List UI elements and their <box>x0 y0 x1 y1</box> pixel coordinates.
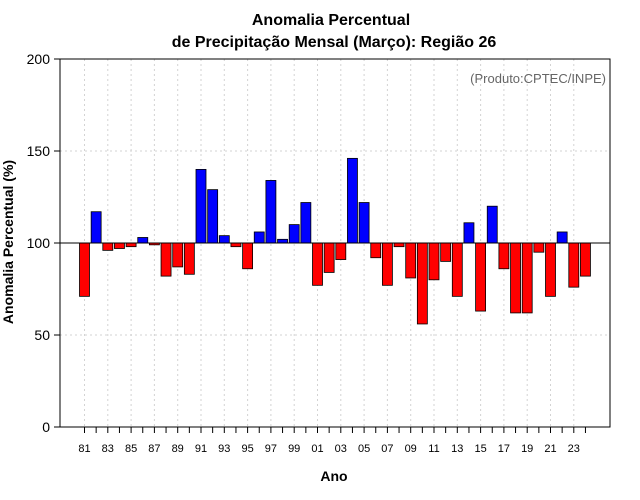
bar-1982 <box>90 211 102 244</box>
x-tick-label: 13 <box>451 443 463 455</box>
x-tick-label: 85 <box>125 443 137 455</box>
bar-2017 <box>498 242 510 270</box>
y-tick-label: 50 <box>34 327 50 343</box>
bar-1988 <box>160 242 172 277</box>
y-tick-label: 100 <box>27 235 51 251</box>
bar-2014 <box>463 222 475 244</box>
bar-1999 <box>288 224 300 244</box>
x-tick-label: 93 <box>218 443 230 455</box>
bar-2008 <box>393 242 405 248</box>
bar-1983 <box>102 242 114 251</box>
x-tick-label: 23 <box>568 443 580 455</box>
bar-2019 <box>521 242 533 314</box>
bar-2003 <box>335 242 347 260</box>
bar-2005 <box>358 202 370 244</box>
x-tick-label: 11 <box>428 443 439 455</box>
y-tick-label: 200 <box>27 51 51 67</box>
x-tick-label: 97 <box>265 443 277 455</box>
bar-1981 <box>79 242 90 297</box>
bar-2009 <box>405 242 417 279</box>
bars <box>79 157 591 325</box>
bar-2004 <box>347 157 358 244</box>
x-tick-label: 05 <box>358 443 370 455</box>
x-tick-label: 17 <box>498 443 510 455</box>
x-tick-label: 15 <box>474 443 486 455</box>
bar-1992 <box>207 189 219 244</box>
x-tick-label: 87 <box>148 443 160 455</box>
x-tick-label: 95 <box>241 443 253 455</box>
bar-1997 <box>265 180 277 244</box>
x-tick-label: 89 <box>172 443 184 455</box>
bar-1994 <box>230 242 242 248</box>
y-axis-label: Anomalia Percentual (%) <box>0 160 16 324</box>
bar-1986 <box>137 237 149 244</box>
bar-2012 <box>440 242 452 262</box>
x-tick-label: 19 <box>521 443 533 455</box>
chart-title-line2: de Precipitação Mensal (Março): Região 2… <box>172 34 497 51</box>
x-tick-label: 83 <box>102 443 114 455</box>
bar-2000 <box>300 202 312 244</box>
x-tick-label: 91 <box>195 443 207 455</box>
bar-2013 <box>451 242 463 297</box>
grid <box>60 58 610 428</box>
bar-2018 <box>510 242 521 314</box>
bar-1989 <box>172 242 184 268</box>
y-tick-label: 0 <box>42 419 50 435</box>
x-tick-label: 21 <box>544 443 556 455</box>
credit-label: (Produto:CPTEC/INPE) <box>470 71 606 86</box>
x-tick-label: 81 <box>78 443 90 455</box>
chart-title-line1: Anomalia Percentual <box>252 12 410 29</box>
bar-2006 <box>370 242 382 259</box>
bar-1993 <box>218 235 230 244</box>
y-tick-label: 150 <box>27 143 51 159</box>
bar-2002 <box>323 242 335 273</box>
x-tick-label: 09 <box>405 443 417 455</box>
bar-2007 <box>381 242 393 286</box>
x-axis: 81 83 85 87 89 91 93 95 97 99 01 03 05 07 09 11 13 15 17 19… <box>78 427 586 455</box>
x-tick-label: 99 <box>288 443 300 455</box>
bar-1984 <box>114 242 125 249</box>
x-tick-label: 01 <box>311 443 323 455</box>
bar-2024 <box>580 242 591 277</box>
bar-1995 <box>242 242 254 270</box>
bar-2015 <box>475 242 487 312</box>
bar-1991 <box>195 168 207 244</box>
bar-2011 <box>428 242 440 281</box>
x-tick-label: 07 <box>381 443 393 455</box>
bar-2016 <box>486 205 498 244</box>
bar-2001 <box>312 242 323 286</box>
bar-1996 <box>253 231 265 244</box>
bar-2020 <box>533 242 545 253</box>
bar-2010 <box>416 242 428 325</box>
x-axis-label: Ano <box>320 468 347 484</box>
x-tick-label: 03 <box>335 443 347 455</box>
bar-1990 <box>183 242 195 275</box>
bar-2021 <box>545 242 556 297</box>
bar-1985 <box>125 242 137 248</box>
y-axis: 0 50 100 150 200 <box>27 51 60 435</box>
bar-2023 <box>568 242 580 288</box>
bar-1998 <box>277 238 288 244</box>
bar-2022 <box>556 231 568 244</box>
